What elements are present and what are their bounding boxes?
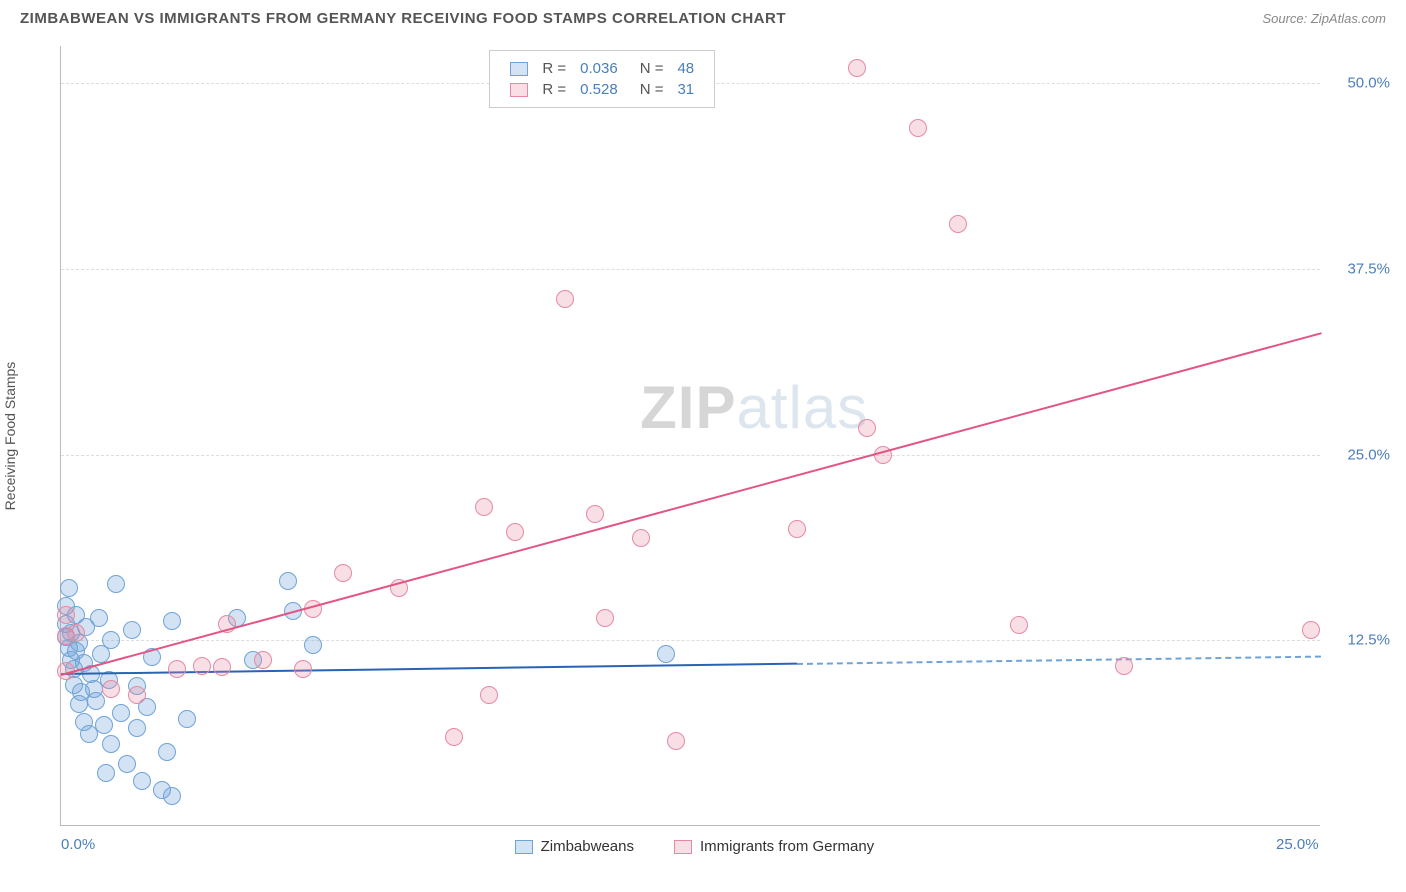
data-point-zimbabweans [112, 704, 130, 722]
watermark: ZIPatlas [640, 373, 868, 442]
data-point-zimbabweans [133, 772, 151, 790]
data-point-germany [480, 686, 498, 704]
data-point-germany [1115, 657, 1133, 675]
x-tick-label: 0.0% [61, 836, 95, 853]
data-point-germany [858, 419, 876, 437]
data-point-zimbabweans [107, 575, 125, 593]
data-point-germany [1010, 616, 1028, 634]
data-point-zimbabweans [158, 743, 176, 761]
data-point-zimbabweans [123, 621, 141, 639]
chart-title: ZIMBABWEAN VS IMMIGRANTS FROM GERMANY RE… [20, 10, 786, 27]
gridline [61, 269, 1320, 270]
data-point-germany [909, 119, 927, 137]
data-point-germany [506, 523, 524, 541]
data-point-germany [596, 609, 614, 627]
data-point-germany [57, 606, 75, 624]
y-axis-label: Receiving Food Stamps [2, 362, 18, 511]
data-point-germany [445, 728, 463, 746]
legend-label-germany: Immigrants from Germany [700, 838, 874, 855]
data-point-zimbabweans [657, 645, 675, 663]
data-point-zimbabweans [60, 579, 78, 597]
data-point-zimbabweans [97, 764, 115, 782]
data-point-zimbabweans [304, 636, 322, 654]
correlation-legend: R =0.036N =48R =0.528N =31 [489, 50, 715, 108]
n-value-zimbabweans: 48 [671, 59, 700, 78]
data-point-germany [848, 59, 866, 77]
y-tick-label: 25.0% [1330, 446, 1390, 463]
data-point-germany [254, 651, 272, 669]
data-point-germany [213, 658, 231, 676]
legend-item-germany: Immigrants from Germany [674, 838, 874, 855]
data-point-germany [586, 505, 604, 523]
trend-line-germany [61, 333, 1322, 677]
data-point-zimbabweans [163, 787, 181, 805]
legend-label-zimbabweans: Zimbabweans [541, 838, 634, 855]
data-point-zimbabweans [87, 692, 105, 710]
data-point-germany [294, 660, 312, 678]
legend-swatch-zimbabweans [515, 840, 533, 854]
data-point-germany [1302, 621, 1320, 639]
y-tick-label: 50.0% [1330, 75, 1390, 92]
y-tick-label: 37.5% [1330, 260, 1390, 277]
data-point-germany [128, 686, 146, 704]
r-value-zimbabweans: 0.036 [574, 59, 624, 78]
data-point-germany [67, 624, 85, 642]
y-tick-label: 12.5% [1330, 632, 1390, 649]
scatter-plot: ZIPatlas 12.5%25.0%37.5%50.0%0.0%25.0%R … [60, 46, 1320, 826]
data-point-zimbabweans [163, 612, 181, 630]
n-value-germany: 31 [671, 80, 700, 99]
data-point-germany [788, 520, 806, 538]
legend-swatch-zimbabweans [510, 62, 528, 76]
data-point-zimbabweans [118, 755, 136, 773]
data-point-germany [667, 732, 685, 750]
data-point-germany [168, 660, 186, 678]
series-legend: Zimbabweans Immigrants from Germany [515, 838, 875, 855]
data-point-zimbabweans [102, 631, 120, 649]
trend-line-dash-zimbabweans [797, 655, 1321, 664]
data-point-germany [102, 680, 120, 698]
data-point-germany [949, 215, 967, 233]
data-point-germany [556, 290, 574, 308]
gridline [61, 455, 1320, 456]
legend-swatch-germany [674, 840, 692, 854]
gridline [61, 640, 1320, 641]
x-tick-label: 25.0% [1276, 836, 1319, 853]
data-point-germany [193, 657, 211, 675]
data-point-zimbabweans [279, 572, 297, 590]
data-point-zimbabweans [95, 716, 113, 734]
data-point-zimbabweans [102, 735, 120, 753]
data-point-zimbabweans [90, 609, 108, 627]
data-point-germany [475, 498, 493, 516]
data-point-germany [334, 564, 352, 582]
chart-container: Receiving Food Stamps ZIPatlas 12.5%25.0… [20, 31, 1386, 871]
data-point-germany [632, 529, 650, 547]
data-point-zimbabweans [128, 719, 146, 737]
data-point-zimbabweans [178, 710, 196, 728]
r-value-germany: 0.528 [574, 80, 624, 99]
legend-item-zimbabweans: Zimbabweans [515, 838, 634, 855]
source-attribution: Source: ZipAtlas.com [1262, 11, 1386, 26]
legend-swatch-germany [510, 83, 528, 97]
